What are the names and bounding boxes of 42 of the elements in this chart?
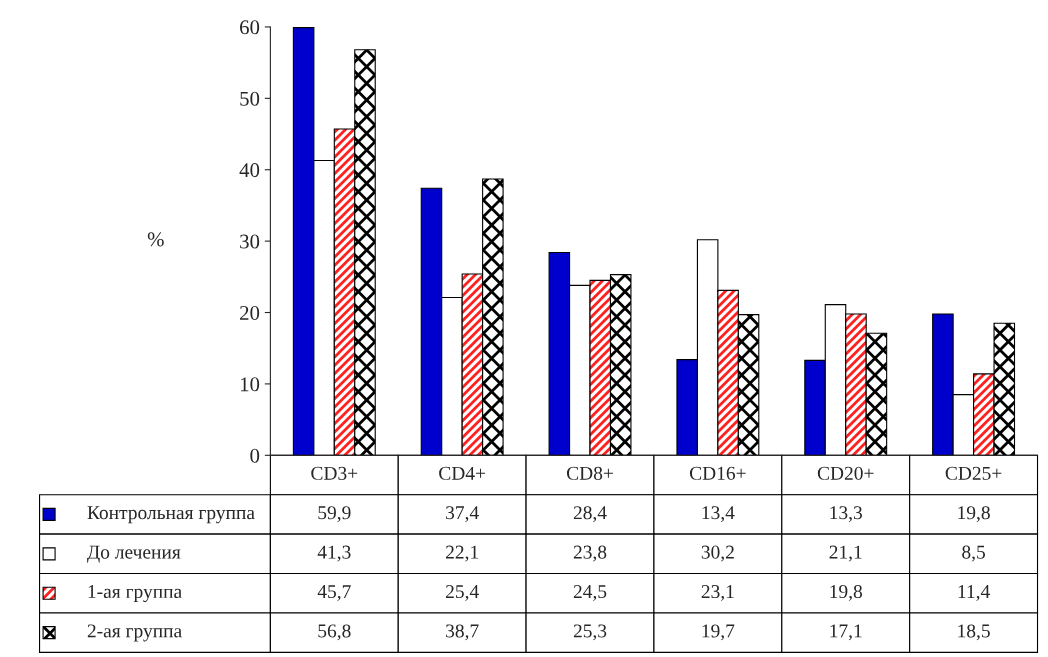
y-tick-label: 10	[240, 377, 260, 392]
x-tick-label: CD16+	[689, 466, 746, 480]
data-label: 11,4	[958, 585, 990, 601]
data-label: 23,1	[701, 585, 734, 601]
y-tick-label: 30	[240, 234, 260, 249]
data-label: 37,4	[446, 506, 479, 523]
data-label: 41,3	[317, 545, 351, 562]
data-label: 38,7	[446, 624, 479, 641]
data-label: 23,8	[573, 545, 607, 562]
x-tick-label: CD25+	[945, 466, 1002, 480]
data-label: 25,4	[446, 585, 479, 601]
y-tick-label: 40	[239, 163, 260, 178]
data-label: 13,3	[830, 506, 862, 523]
data-label: 19,8	[830, 584, 863, 601]
data-label: 21,1	[829, 545, 862, 562]
y-tick-label: 60	[240, 20, 260, 35]
data-label: 19,7	[702, 624, 735, 641]
legend-label: 2-ая группа	[87, 624, 182, 642]
data-label: 25,3	[573, 624, 607, 641]
legend-label: Контрольная группа	[87, 506, 255, 524]
data-label: 56,8	[318, 624, 351, 641]
y-tick-label: 20	[240, 305, 260, 320]
data-label: 19,8	[958, 506, 990, 523]
legend-label: До лечения	[87, 545, 181, 563]
x-tick-label: CD20+	[817, 466, 874, 480]
data-label: 59,9	[318, 506, 351, 523]
data-label: 22,1	[446, 545, 479, 562]
x-tick-label: CD8+	[566, 466, 613, 480]
x-tick-label: CD3+	[311, 466, 358, 480]
data-label: 30,2	[701, 545, 734, 562]
data-label: 17,1	[830, 624, 862, 641]
y-tick-label: 0	[250, 448, 260, 463]
data-label: 28,4	[573, 506, 607, 523]
data-label: 13,4	[702, 506, 735, 523]
data-label: 8,5	[962, 545, 985, 562]
data-label: 24,5	[573, 585, 607, 601]
data-label: 18,5	[958, 624, 990, 641]
legend-label: 1-ая группа	[88, 585, 182, 603]
y-tick-label: 50	[240, 91, 260, 106]
data-label: 45,7	[317, 585, 351, 601]
x-tick-label: CD4+	[439, 466, 486, 480]
y-axis-title: %	[147, 232, 164, 247]
